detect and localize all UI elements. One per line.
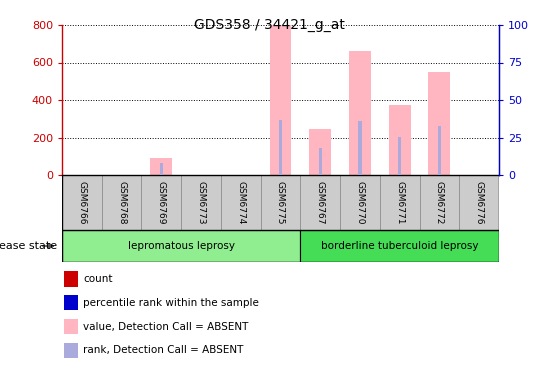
Bar xyxy=(141,175,181,230)
Bar xyxy=(309,129,331,175)
Bar xyxy=(438,126,441,175)
Bar xyxy=(270,25,292,175)
Bar xyxy=(300,230,499,262)
Bar xyxy=(319,148,322,175)
Text: GSM6769: GSM6769 xyxy=(157,181,166,224)
Text: borderline tuberculoid leprosy: borderline tuberculoid leprosy xyxy=(321,241,479,251)
Bar xyxy=(429,72,450,175)
Text: count: count xyxy=(84,274,113,284)
Bar xyxy=(102,175,141,230)
Text: GSM6771: GSM6771 xyxy=(395,181,404,224)
Bar xyxy=(279,120,282,175)
Text: value, Detection Call = ABSENT: value, Detection Call = ABSENT xyxy=(84,322,248,332)
Bar xyxy=(150,158,172,175)
Text: GSM6768: GSM6768 xyxy=(117,181,126,224)
Bar xyxy=(398,137,402,175)
Bar xyxy=(358,121,362,175)
Bar xyxy=(349,51,371,175)
Bar xyxy=(64,343,78,358)
Text: GSM6767: GSM6767 xyxy=(316,181,324,224)
Bar xyxy=(459,175,499,230)
Bar xyxy=(389,105,411,175)
Text: GSM6774: GSM6774 xyxy=(236,181,245,224)
Bar xyxy=(340,175,380,230)
Text: GSM6773: GSM6773 xyxy=(197,181,205,224)
Bar xyxy=(419,175,459,230)
Text: GSM6776: GSM6776 xyxy=(475,181,483,224)
Text: percentile rank within the sample: percentile rank within the sample xyxy=(84,298,259,308)
Bar xyxy=(181,175,221,230)
Text: disease state: disease state xyxy=(0,241,57,251)
Bar xyxy=(64,271,78,287)
Bar xyxy=(300,175,340,230)
Text: GDS358 / 34421_g_at: GDS358 / 34421_g_at xyxy=(194,18,345,32)
Text: GSM6770: GSM6770 xyxy=(355,181,364,224)
Text: rank, Detection Call = ABSENT: rank, Detection Call = ABSENT xyxy=(84,346,244,355)
Text: GSM6772: GSM6772 xyxy=(435,181,444,224)
Bar xyxy=(62,175,102,230)
Bar xyxy=(261,175,300,230)
Bar xyxy=(62,230,300,262)
Bar xyxy=(64,319,78,334)
Bar xyxy=(380,175,419,230)
Bar xyxy=(160,163,163,175)
Text: GSM6766: GSM6766 xyxy=(78,181,86,224)
Text: GSM6775: GSM6775 xyxy=(276,181,285,224)
Bar xyxy=(64,295,78,310)
Bar xyxy=(221,175,261,230)
Text: lepromatous leprosy: lepromatous leprosy xyxy=(128,241,234,251)
